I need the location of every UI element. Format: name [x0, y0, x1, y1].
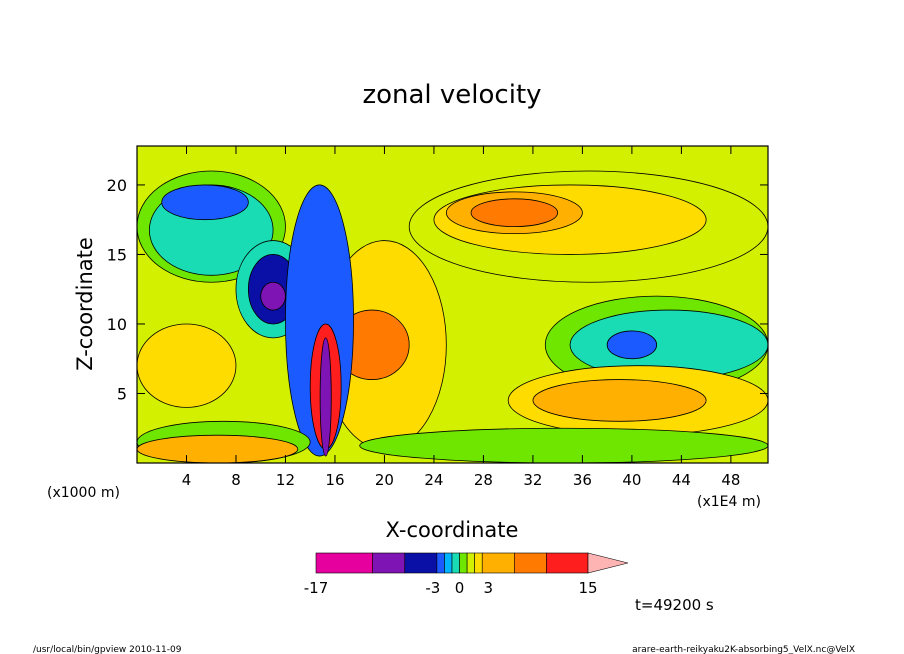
x-tick-label-20: 20	[375, 471, 394, 489]
x-tick-label-36: 36	[573, 471, 592, 489]
colorbar-segment-2	[404, 552, 438, 574]
colorbar-segment-11	[546, 552, 589, 574]
contour-region-20	[606, 330, 658, 360]
colorbar: -17 -3 0 3 15	[304, 552, 629, 597]
colorbar-extension	[587, 552, 629, 574]
time-label: t=49200 s	[635, 596, 714, 614]
colorbar-segment-8	[474, 552, 483, 574]
footer-left: /usr/local/bin/gpview 2010-11-09	[33, 645, 182, 654]
y-axis-label: Z-coordinate	[73, 237, 97, 371]
x-axis-label: X-coordinate	[386, 518, 519, 542]
x-tick-label-16: 16	[325, 471, 344, 489]
colorbar-label-3: 3	[483, 579, 493, 597]
colorbar-segment-1	[372, 552, 406, 574]
x-unit-right: (x1E4 m)	[697, 494, 761, 510]
contour-region-15	[319, 337, 332, 457]
colorbar-segment-0	[315, 552, 373, 574]
footer-right: arare-earth-reikyaku2K-absorbing5_VelX.n…	[632, 645, 855, 654]
colorbar-segment-10	[514, 552, 547, 574]
colorbar-segment-5	[451, 552, 460, 574]
contour-region-23	[359, 427, 768, 463]
x-tick-label-32: 32	[523, 471, 542, 489]
colorbar-label-1: -3	[425, 579, 440, 597]
colorbar-segment-7	[466, 552, 475, 574]
x-tick-label-40: 40	[622, 471, 641, 489]
colorbar-label-0: -17	[304, 579, 329, 597]
colorbar-label-2: 0	[455, 579, 465, 597]
y-tick-label-5: 5	[117, 384, 127, 403]
colorbar-label-4: 15	[578, 579, 597, 597]
x-tick-label-48: 48	[721, 471, 740, 489]
contour-region-3	[161, 184, 249, 221]
colorbar-segment-6	[459, 552, 468, 574]
colorbar-segment-3	[436, 552, 445, 574]
colorbar-segment-9	[481, 552, 515, 574]
chart-title: zonal velocity	[362, 80, 541, 110]
x-tick-label-8: 8	[231, 471, 241, 489]
x-tick-label-12: 12	[276, 471, 295, 489]
colorbar-segment-4	[444, 552, 453, 574]
x-tick-label-4: 4	[182, 471, 192, 489]
contour-region-24	[137, 323, 237, 408]
y-tick-label-10: 10	[107, 315, 127, 334]
x-tick-label-24: 24	[424, 471, 443, 489]
x-tick-label-28: 28	[474, 471, 493, 489]
x-axis: 4 8 12 16 20 24 28 32 36 40 44 48	[182, 146, 740, 489]
plot-area	[137, 146, 768, 463]
contour-region-10	[260, 281, 286, 311]
contour-region-17	[137, 434, 299, 463]
x-unit-left: (x1000 m)	[47, 485, 120, 501]
y-tick-label-15: 15	[107, 245, 127, 264]
y-axis: 5 10 15 20	[107, 176, 768, 403]
x-tick-label-44: 44	[672, 471, 691, 489]
contour-region-22	[532, 379, 707, 422]
contour-region-7	[470, 198, 559, 228]
y-tick-label-20: 20	[107, 176, 127, 195]
plot-frame	[136, 145, 769, 464]
